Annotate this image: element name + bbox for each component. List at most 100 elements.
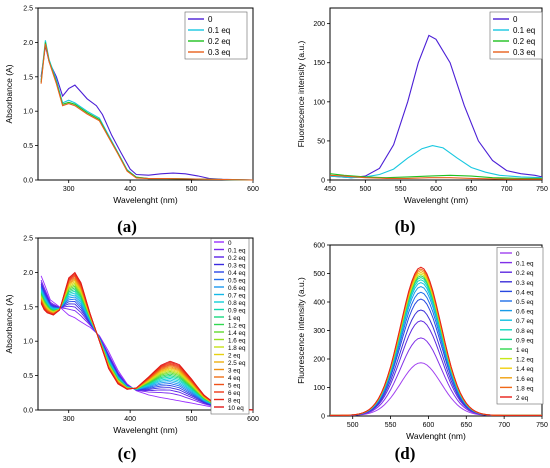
panel-d-legend-label: 0.6 eq [516, 309, 534, 316]
panel-c-legend-label: 0.7 eq [228, 293, 246, 300]
panel-b-xtick-label: 650 [465, 186, 477, 193]
panel-b-x-axis-label: Wavelenght (nm) [404, 195, 469, 205]
panel-c-legend-label: 4 eq [228, 375, 241, 382]
panel-b-series-line [329, 34, 543, 179]
panel-d-y-axis-label: Fluorescence intensity (a.u.) [296, 277, 306, 384]
panel-b-ytick-label: 100 [313, 99, 325, 106]
panel-c-legend-label: 10 eq [228, 405, 244, 412]
panel-d-legend-label: 0 [516, 251, 520, 258]
panel-d-legend-label: 0.2 eq [516, 270, 534, 277]
panel-a-legend-label: 0.2 eq [208, 37, 230, 46]
panel-d-legend-label: 1 eq [516, 347, 529, 354]
panel-a-series-line [40, 45, 254, 181]
panel-a-legend-label: 0.1 eq [208, 26, 230, 35]
panel-c-xtick-label: 400 [124, 416, 136, 423]
panel-b-xtick-label: 450 [324, 186, 336, 193]
panel-label-b: (b) [395, 217, 416, 236]
panel-a-legend-label: 0.3 eq [208, 48, 230, 57]
panel-a-legend-box [184, 11, 248, 60]
panel-c-legend-label: 0.2 eq [228, 255, 246, 262]
panel-d-x-axis-label: Wavlenght (nm) [406, 431, 466, 441]
panel-b-series-line [329, 173, 542, 179]
panel-d-legend-label: 1.6 eq [516, 376, 534, 383]
panel-d-legend-label: 0.7 eq [516, 318, 534, 325]
panel-b-series-line [329, 174, 542, 180]
panel-d-legend-label: 0.8 eq [516, 328, 534, 335]
panel-d-chart: 500 550 600 650 700 750 0 100 200 300 400 500 600 Wav… [296, 243, 548, 442]
panel-c-plot-frame [37, 237, 254, 411]
panel-d-legend-label: 1.2 eq [516, 357, 534, 364]
panel-d-xtick-label: 650 [460, 422, 472, 429]
panel-d-ytick-label: 200 [313, 357, 325, 364]
panel-c-legend-label: 1.8 eq [228, 345, 246, 352]
panel-b-legend-label: 0.3 eq [513, 48, 535, 57]
panel-c-ytick-label: 2.0 [23, 270, 33, 277]
panel-d-xtick-label: 700 [498, 422, 510, 429]
panel-a-ytick-label: 0.5 [23, 143, 33, 150]
panel-d-legend-label: 0.3 eq [516, 280, 534, 287]
panel-b-series-line [329, 145, 543, 179]
panel-label-c: (c) [118, 444, 137, 463]
panel-a-ytick-label: 2.0 [23, 40, 33, 47]
panel-c-legend-label: 5 eq [228, 383, 241, 390]
panel-a-ytick-label: 1.5 [23, 74, 33, 81]
panel-c-ytick-label: 1.5 [23, 304, 33, 311]
panel-c-ytick-label: 0.0 [23, 408, 33, 415]
panel-c-legend-label: 0.8 eq [228, 300, 246, 307]
panel-d-legend-label: 2 eq [516, 395, 529, 402]
panel-d-ytick-label: 600 [313, 243, 325, 250]
panel-c-ytick-label: 2.5 [23, 236, 33, 243]
panel-a-legend-label: 0 [208, 15, 213, 24]
panel-b-xtick-label: 750 [536, 186, 548, 193]
panel-label-a: (a) [117, 217, 137, 236]
panel-c-xtick-label: 500 [186, 416, 198, 423]
panel-d-ytick-label: 500 [313, 271, 325, 278]
panel-c-legend-label: 3 eq [228, 368, 241, 375]
panel-d-xtick-label: 600 [423, 422, 435, 429]
panel-b-xtick-label: 550 [395, 186, 407, 193]
panel-c-ytick-label: 0.5 [23, 373, 33, 380]
panel-b-y-axis-label: Fluorescence intensity (a.u.) [296, 40, 306, 147]
panel-a-xtick-label: 400 [124, 186, 136, 193]
panel-c-legend-label: 0.5 eq [228, 278, 246, 285]
panel-c-xtick-label: 300 [63, 416, 75, 423]
panel-b-xtick-label: 500 [359, 186, 371, 193]
panel-c-legend-label: 0.1 eq [228, 248, 246, 255]
panel-c-legend-label: 0 [228, 240, 232, 247]
panel-d-ytick-label: 400 [313, 300, 325, 307]
panel-a-y-axis-label: Absorbance (A) [4, 64, 14, 123]
panel-d-legend-label: 1.8 eq [516, 385, 534, 392]
panel-d-xtick-label: 750 [536, 422, 548, 429]
panel-d-legend-label: 0.5 eq [516, 299, 534, 306]
panel-c-legend-label: 2 eq [228, 353, 241, 360]
panel-a-series-line [40, 42, 254, 181]
panel-b-legend-label: 0 [513, 15, 518, 24]
panel-c-legend-label: 6 eq [228, 390, 241, 397]
panel-b-ytick-label: 150 [313, 60, 325, 67]
panel-d-ytick-label: 0 [321, 414, 325, 421]
panel-b-ytick-label: 200 [313, 21, 325, 28]
panel-d-legend-label: 0.1 eq [516, 261, 534, 268]
panel-c-legend-label: 2.5 eq [228, 360, 246, 367]
panel-c-chart: 300 400 500 600 0.0 0.5 1.0 1.5 2.0 2.5 Wavelenght… [4, 236, 259, 436]
panel-d-ytick-label: 300 [313, 328, 325, 335]
panel-d-legend-label: 0.4 eq [516, 289, 534, 296]
panel-c-x-axis-label: Wavelenght (nm) [113, 425, 178, 435]
panel-a-series-line [40, 40, 254, 181]
panel-a-chart: 300 400 500 600 0.0 0.5 1.0 1.5 2.0 2.5 Wavelenght… [4, 6, 259, 206]
panel-b-legend-label: 0.1 eq [513, 26, 535, 35]
panel-a-xtick-label: 600 [247, 186, 259, 193]
panel-a-plot-frame [37, 7, 254, 181]
panel-b-xtick-label: 600 [430, 186, 442, 193]
panel-c-legend-label: 8 eq [228, 398, 241, 405]
panel-c-legend-label: 0.9 eq [228, 308, 246, 315]
panel-c-xtick-label: 600 [247, 416, 259, 423]
panel-b-xtick-label: 700 [501, 186, 513, 193]
panel-c-legend-label: 0.6 eq [228, 285, 246, 292]
panel-c-ytick-label: 1.0 [23, 339, 33, 346]
panel-d-ytick-label: 100 [313, 385, 325, 392]
panel-d-xtick-label: 500 [347, 422, 359, 429]
panel-c-legend-label: 0.4 eq [228, 270, 246, 277]
panel-c-legend-label: 0.3 eq [228, 263, 246, 270]
